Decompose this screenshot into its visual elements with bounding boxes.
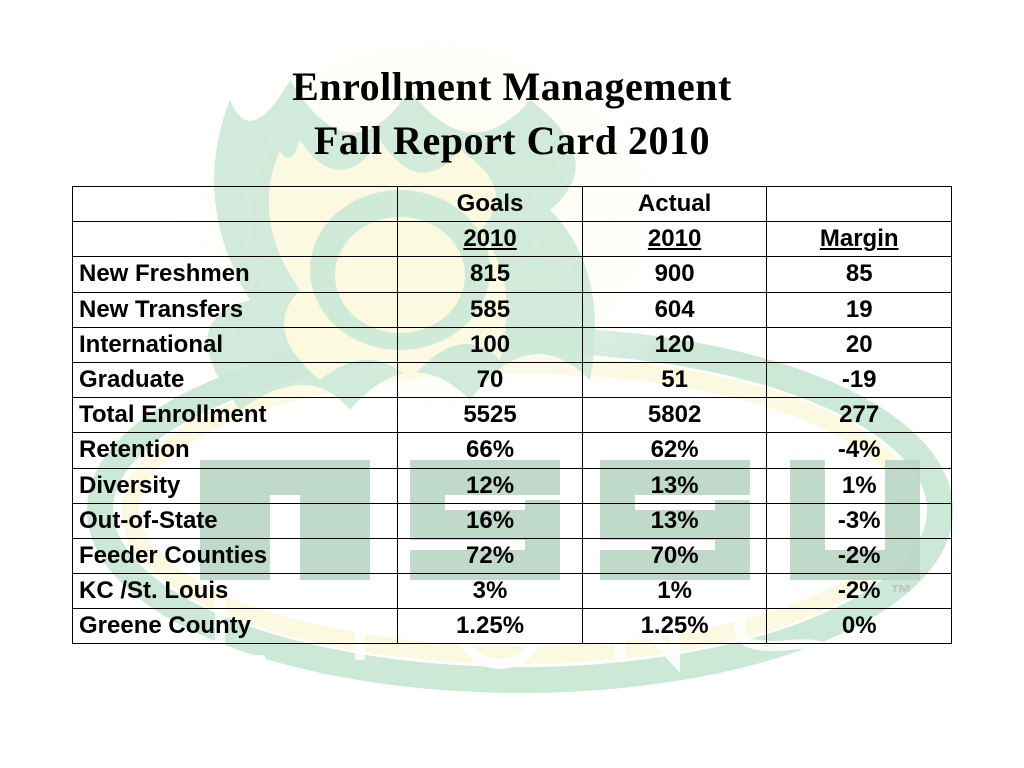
row-label: Total Enrollment [73,398,398,433]
row-actual: 62% [582,433,767,468]
row-goals: 66% [398,433,583,468]
row-goals: 72% [398,538,583,573]
row-label: Diversity [73,468,398,503]
row-actual: 51 [582,362,767,397]
row-margin: -2% [767,538,952,573]
header-actual: Actual [582,187,767,222]
row-label: Graduate [73,362,398,397]
table-row: Out-of-State16%13%-3% [73,503,952,538]
row-margin: 19 [767,292,952,327]
table-row: Feeder Counties72%70%-2% [73,538,952,573]
row-label: New Freshmen [73,257,398,292]
table-row: New Freshmen81590085 [73,257,952,292]
header-blank-1 [73,187,398,222]
row-goals: 100 [398,327,583,362]
header-goals: Goals [398,187,583,222]
row-goals: 16% [398,503,583,538]
table-row: Retention66%62%-4% [73,433,952,468]
table-row: International10012020 [73,327,952,362]
row-actual: 70% [582,538,767,573]
row-margin: 85 [767,257,952,292]
page-title: Enrollment Management Fall Report Card 2… [0,60,1024,168]
row-margin: -2% [767,574,952,609]
row-actual: 13% [582,503,767,538]
report-table: Goals Actual 2010 2010 Margin New Freshm… [72,186,952,644]
row-goals: 585 [398,292,583,327]
table-row: Greene County1.25%1.25%0% [73,609,952,644]
table-row: KC /St. Louis3%1%-2% [73,574,952,609]
header-year-actual: 2010 [582,222,767,257]
row-label: KC /St. Louis [73,574,398,609]
row-goals: 3% [398,574,583,609]
row-actual: 1.25% [582,609,767,644]
row-goals: 5525 [398,398,583,433]
row-margin: 0% [767,609,952,644]
row-label: Out-of-State [73,503,398,538]
row-goals: 12% [398,468,583,503]
table-row: New Transfers58560419 [73,292,952,327]
table-row: Graduate7051-19 [73,362,952,397]
table-header-row-1: Goals Actual [73,187,952,222]
table-header-row-2: 2010 2010 Margin [73,222,952,257]
row-label: Greene County [73,609,398,644]
row-margin: -4% [767,433,952,468]
row-label: International [73,327,398,362]
row-margin: 277 [767,398,952,433]
row-actual: 604 [582,292,767,327]
row-actual: 5802 [582,398,767,433]
row-actual: 120 [582,327,767,362]
row-margin: -3% [767,503,952,538]
table-row: Diversity12%13%1% [73,468,952,503]
row-goals: 1.25% [398,609,583,644]
row-actual: 13% [582,468,767,503]
row-margin: 1% [767,468,952,503]
row-margin: 20 [767,327,952,362]
title-line-1: Enrollment Management [0,60,1024,114]
row-actual: 900 [582,257,767,292]
row-goals: 70 [398,362,583,397]
row-label: Feeder Counties [73,538,398,573]
row-label: New Transfers [73,292,398,327]
title-line-2: Fall Report Card 2010 [0,114,1024,168]
row-label: Retention [73,433,398,468]
header-blank-3 [73,222,398,257]
header-margin: Margin [767,222,952,257]
row-actual: 1% [582,574,767,609]
header-blank-2 [767,187,952,222]
table-row: Total Enrollment55255802277 [73,398,952,433]
row-goals: 815 [398,257,583,292]
row-margin: -19 [767,362,952,397]
header-year-goals: 2010 [398,222,583,257]
